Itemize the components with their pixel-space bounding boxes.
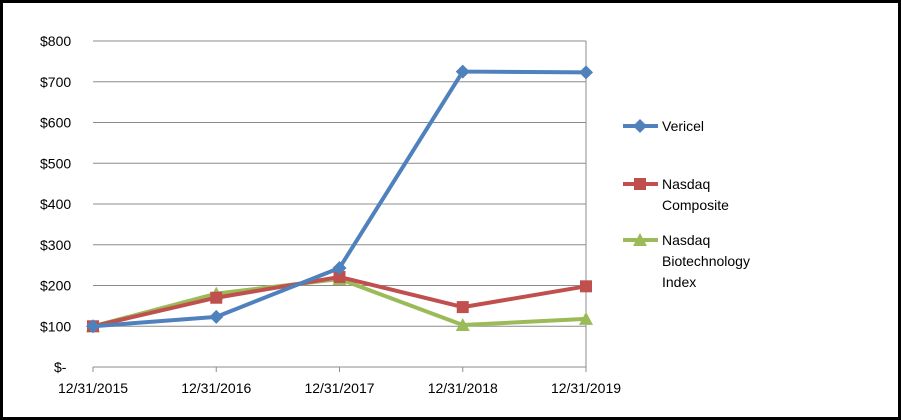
legend-label: Nasdaq	[662, 232, 710, 248]
y-tick-label: $-	[54, 359, 67, 375]
square-marker	[456, 301, 469, 314]
legend-item: Vericel	[623, 118, 704, 134]
legend-label: Vericel	[662, 118, 704, 134]
series-nasdaq-composite	[87, 270, 592, 333]
triangle-marker	[633, 233, 647, 246]
y-tick-label: $100	[40, 318, 71, 334]
gridlines	[93, 40, 587, 372]
legend-label: Nasdaq	[662, 176, 710, 192]
y-tick-label: $400	[40, 196, 71, 212]
diamond-marker	[86, 319, 100, 334]
square-marker	[580, 280, 592, 293]
diamond-marker	[579, 65, 593, 80]
square-marker	[333, 270, 346, 283]
diamond-marker	[455, 64, 470, 79]
x-tick-label: 12/31/2019	[551, 380, 621, 396]
legend-label: Composite	[662, 197, 729, 213]
square-marker	[210, 291, 223, 304]
legend-item: Nasdaq Biotechnology Index	[623, 232, 750, 290]
series-line	[92, 69, 587, 329]
series-vericel	[86, 64, 593, 334]
y-tick-label: $800	[40, 33, 71, 49]
y-tick-label: $300	[40, 237, 71, 253]
diamond-marker	[209, 309, 224, 324]
triangle-marker	[579, 311, 593, 325]
x-axis: 12/31/2015 12/31/2016 12/31/2017 12/31/2018…	[58, 366, 621, 396]
y-tick-label: $600	[40, 115, 71, 131]
diamond-marker	[332, 260, 347, 275]
triangle-marker	[455, 318, 470, 332]
x-tick-label: 12/31/2018	[428, 380, 498, 396]
x-tick-label: 12/31/2016	[181, 380, 251, 396]
legend-item: Nasdaq Composite	[623, 176, 729, 213]
diamond-marker	[633, 119, 647, 133]
x-tick-label: 12/31/2017	[304, 380, 374, 396]
legend: Vericel Nasdaq Composite Nasdaq Biotechnolog…	[623, 118, 750, 290]
y-tick-label: $700	[40, 74, 71, 90]
legend-label: Index	[662, 274, 696, 290]
y-tick-label: $200	[40, 278, 71, 294]
x-tick-label: 12/31/2015	[58, 380, 128, 396]
y-axis: $- $100 $200 $300 $400 $500 $600 $700 $800	[40, 33, 71, 375]
y-tick-label: $500	[40, 155, 71, 171]
series-lines	[86, 64, 593, 334]
legend-label: Biotechnology	[662, 253, 750, 269]
square-marker	[634, 178, 646, 190]
